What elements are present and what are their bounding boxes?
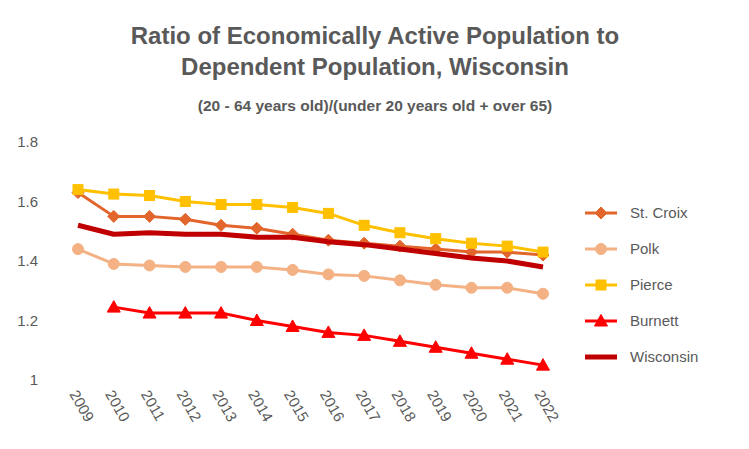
point-marker bbox=[288, 202, 298, 212]
point-marker bbox=[216, 199, 226, 209]
legend-marker bbox=[595, 315, 608, 327]
x-tick-label: 2017 bbox=[353, 387, 384, 424]
point-marker bbox=[359, 270, 370, 281]
series-line bbox=[78, 225, 543, 267]
x-tick-label: 2013 bbox=[209, 387, 240, 424]
point-marker bbox=[108, 210, 120, 222]
point-marker bbox=[359, 220, 369, 230]
series-line bbox=[78, 193, 543, 255]
title: Ratio of Economically Active Population … bbox=[131, 22, 620, 49]
point-marker bbox=[502, 282, 513, 293]
point-marker bbox=[501, 353, 514, 365]
point-marker bbox=[431, 234, 441, 244]
point-marker bbox=[286, 320, 299, 332]
series-line bbox=[78, 190, 543, 252]
point-marker bbox=[179, 213, 191, 225]
point-marker bbox=[143, 307, 156, 319]
point-marker bbox=[252, 199, 262, 209]
point-marker bbox=[73, 244, 84, 255]
x-tick-label: 2021 bbox=[496, 387, 527, 424]
point-marker bbox=[251, 261, 262, 272]
point-marker bbox=[466, 282, 477, 293]
point-marker bbox=[429, 341, 442, 353]
point-marker bbox=[144, 210, 156, 222]
point-marker bbox=[180, 197, 190, 207]
legend: St. Croix Polk Pierce Burnett Wisconsin bbox=[585, 204, 698, 365]
x-tick-label: 2022 bbox=[531, 387, 562, 424]
point-marker bbox=[251, 222, 263, 234]
point-marker bbox=[180, 261, 191, 272]
legend-swatch bbox=[585, 355, 617, 360]
point-marker bbox=[430, 279, 441, 290]
y-tick-label: 1.2 bbox=[17, 312, 38, 329]
point-marker bbox=[73, 185, 83, 195]
point-marker bbox=[466, 238, 476, 248]
x-tick-label: 2014 bbox=[245, 387, 276, 424]
y-tick-label: 1.4 bbox=[17, 252, 38, 269]
point-marker bbox=[215, 307, 228, 319]
x-tick-label: 2020 bbox=[460, 387, 491, 424]
x-tick-label: 2019 bbox=[424, 387, 455, 424]
point-marker bbox=[502, 241, 512, 251]
point-marker bbox=[250, 314, 263, 326]
point-marker bbox=[395, 228, 405, 238]
legend-label: Wisconsin bbox=[630, 348, 698, 365]
point-marker bbox=[144, 260, 155, 271]
point-marker bbox=[394, 275, 405, 286]
legend-label: Burnett bbox=[630, 312, 679, 329]
point-marker bbox=[215, 219, 227, 231]
y-tick-label: 1.8 bbox=[17, 133, 38, 150]
point-marker bbox=[323, 208, 333, 218]
point-marker bbox=[287, 264, 298, 275]
point-marker bbox=[358, 329, 371, 341]
point-marker bbox=[538, 247, 548, 257]
x-tick-label: 2009 bbox=[66, 387, 97, 424]
point-marker bbox=[393, 335, 406, 347]
x-tick-label: 2015 bbox=[281, 387, 312, 424]
subtitle: (20 - 64 years old)/(under 20 years old … bbox=[198, 97, 553, 114]
x-tick-label: 2018 bbox=[388, 387, 419, 424]
point-marker bbox=[216, 261, 227, 272]
point-marker bbox=[323, 269, 334, 280]
legend-label: Polk bbox=[630, 240, 660, 257]
x-tick-label: 2012 bbox=[174, 387, 205, 424]
x-tick-label: 2010 bbox=[102, 387, 133, 424]
point-marker bbox=[538, 288, 549, 299]
y-tick-label: 1 bbox=[30, 371, 38, 388]
legend-label: Pierce bbox=[630, 276, 673, 293]
legend-marker bbox=[596, 244, 607, 255]
chart: Ratio of Economically Active Population … bbox=[0, 0, 749, 449]
point-marker bbox=[145, 191, 155, 201]
point-marker bbox=[537, 359, 550, 371]
point-marker bbox=[179, 307, 192, 319]
plot-area bbox=[72, 185, 550, 371]
legend-marker bbox=[596, 280, 606, 290]
point-marker bbox=[109, 189, 119, 199]
title: Dependent Population, Wisconsin bbox=[181, 53, 569, 80]
legend-marker bbox=[595, 207, 607, 219]
point-marker bbox=[108, 258, 119, 269]
point-marker bbox=[107, 301, 120, 313]
y-tick-label: 1.6 bbox=[17, 193, 38, 210]
series-line bbox=[114, 307, 543, 365]
point-marker bbox=[465, 347, 478, 359]
x-tick-label: 2011 bbox=[138, 387, 169, 423]
legend-label: St. Croix bbox=[630, 204, 688, 221]
point-marker bbox=[322, 326, 335, 338]
x-tick-label: 2016 bbox=[317, 387, 348, 424]
